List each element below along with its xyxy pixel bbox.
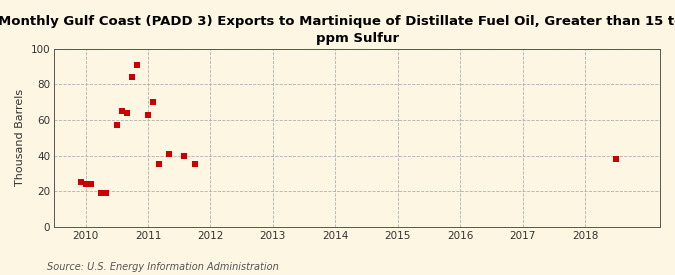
- Point: [80, 182, 91, 186]
- Point: [75, 180, 86, 184]
- Point: [148, 100, 159, 104]
- Point: [101, 191, 111, 195]
- Point: [142, 112, 153, 117]
- Point: [127, 75, 138, 79]
- Text: Source: U.S. Energy Information Administration: Source: U.S. Energy Information Administ…: [47, 262, 279, 272]
- Point: [132, 63, 143, 67]
- Point: [163, 152, 174, 156]
- Point: [111, 123, 122, 128]
- Y-axis label: Thousand Barrels: Thousand Barrels: [15, 89, 25, 186]
- Point: [179, 153, 190, 158]
- Point: [96, 191, 107, 195]
- Point: [153, 162, 164, 167]
- Point: [85, 182, 96, 186]
- Point: [116, 109, 127, 113]
- Title: Monthly Gulf Coast (PADD 3) Exports to Martinique of Distillate Fuel Oil, Greate: Monthly Gulf Coast (PADD 3) Exports to M…: [0, 15, 675, 45]
- Point: [611, 157, 622, 161]
- Point: [190, 162, 200, 167]
- Point: [122, 111, 133, 115]
